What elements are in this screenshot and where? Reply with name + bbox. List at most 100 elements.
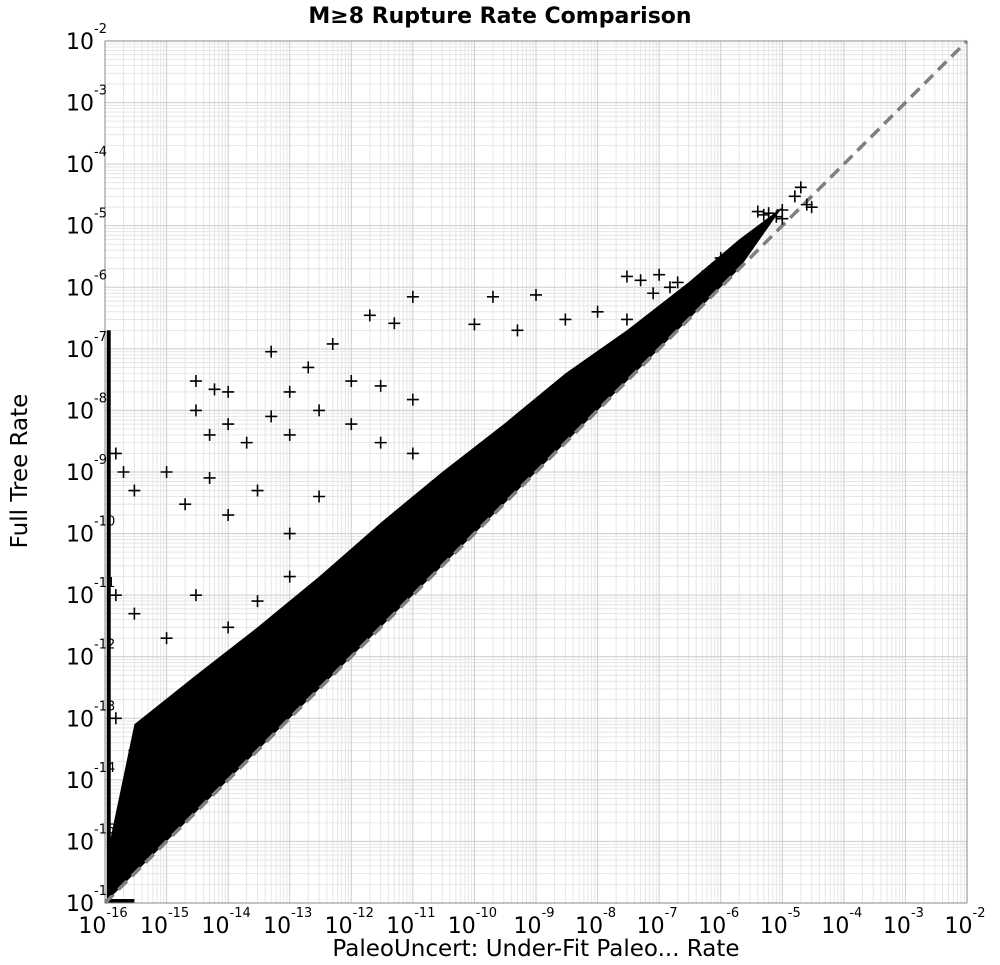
data-point-marker <box>770 210 783 223</box>
data-point-marker <box>714 251 727 264</box>
data-point-marker <box>620 356 633 369</box>
data-point-marker <box>406 290 419 303</box>
data-point-marker <box>160 712 173 725</box>
data-point-marker <box>313 650 326 663</box>
data-point-marker <box>128 484 141 497</box>
x-tick-label: 10-4 <box>821 906 862 939</box>
data-point-marker <box>240 436 253 449</box>
y-tick-label: 10-6 <box>66 268 107 301</box>
y-tick-label: 10-11 <box>66 576 115 609</box>
y-axis-label: Full Tree Rate <box>7 394 33 549</box>
data-point-marker <box>208 383 221 396</box>
data-point-marker <box>203 471 216 484</box>
data-point-marker <box>128 744 141 757</box>
data-point-marker <box>671 276 684 289</box>
data-point-marker <box>788 190 801 203</box>
data-point-marker <box>374 379 387 392</box>
dense-point-cloud <box>109 207 783 899</box>
data-point-marker <box>222 621 235 634</box>
y-tick-label: 10-16 <box>66 884 115 917</box>
data-point-marker <box>406 447 419 460</box>
data-point-marker <box>653 324 666 337</box>
data-point-marker <box>326 607 339 620</box>
data-point-marker <box>757 208 770 221</box>
y-tick-label: 10-10 <box>66 515 115 548</box>
data-point-marker <box>620 313 633 326</box>
data-point-marker <box>406 527 419 540</box>
data-point-marker <box>653 268 666 281</box>
x-tick-label: 10-6 <box>698 906 739 939</box>
data-point-marker <box>203 428 216 441</box>
data-point-marker <box>530 288 542 301</box>
data-point-marker <box>345 632 358 645</box>
data-point-marker <box>345 418 358 431</box>
data-point-marker <box>762 207 775 220</box>
data-point-marker <box>160 632 173 645</box>
y-tick-label: 10-5 <box>66 207 107 240</box>
reference-diagonal-line <box>103 39 969 905</box>
data-point-marker <box>222 509 235 522</box>
chart-title: M≥8 Rupture Rate Comparison <box>308 4 691 29</box>
data-point-marker <box>189 589 202 602</box>
data-point-marker <box>591 305 604 318</box>
x-tick-label: 10-14 <box>202 906 251 939</box>
data-point-marker <box>388 317 401 330</box>
data-point-marker <box>128 853 141 866</box>
x-tick-label: 10-3 <box>883 906 924 939</box>
data-point-marker <box>283 428 296 441</box>
data-point-marker <box>800 198 813 211</box>
data-point-marker <box>313 404 326 417</box>
data-point-marker <box>160 806 173 819</box>
data-point-marker <box>189 375 202 388</box>
data-point-marker <box>497 466 510 478</box>
plot-frame <box>104 40 968 904</box>
data-point-marker <box>511 324 524 337</box>
data-point-marker <box>363 589 376 602</box>
data-point-marker <box>345 559 358 572</box>
scatter-points <box>109 181 818 866</box>
data-point-marker <box>744 233 757 246</box>
y-tick-label: 10-4 <box>66 145 107 178</box>
x-tick-label: 10-9 <box>514 906 555 939</box>
y-tick-label: 10-15 <box>66 822 115 855</box>
data-point-marker <box>663 281 676 294</box>
data-point-marker <box>559 410 572 423</box>
data-point-marker <box>251 682 264 695</box>
data-point-marker <box>189 736 202 749</box>
data-point-marker <box>109 835 122 848</box>
x-tick-labels: 10-16 10-15 10-14 10-13 10-12 10-11 10-10 10-9 1… <box>78 906 985 939</box>
data-point-marker <box>117 466 130 478</box>
data-point-marker <box>591 385 604 398</box>
x-tick-label: 10-15 <box>140 906 189 939</box>
x-axis-label: PaleoUncert: Under-Fit Paleo... Rate <box>332 936 739 962</box>
data-point-marker <box>189 404 202 417</box>
x-tick-label: 10-7 <box>637 906 678 939</box>
data-point-marker <box>283 570 296 583</box>
x-tick-label: 10-10 <box>448 906 497 939</box>
dense-scatter-region <box>105 207 783 903</box>
x-tick-label: 10-11 <box>386 906 435 939</box>
data-point-marker <box>620 270 633 283</box>
y-tick-label: 10-9 <box>66 453 107 486</box>
y-tick-labels: 10-16 10-15 10-14 10-13 10-12 10-11 10-10 10-9 1… <box>66 22 115 917</box>
y-tick-label: 10-7 <box>66 330 107 363</box>
data-point-marker <box>302 361 315 374</box>
y-tick-label: 10-8 <box>66 391 107 424</box>
data-point-marker <box>682 294 695 307</box>
data-point-marker <box>265 345 278 358</box>
data-point-marker <box>436 509 449 522</box>
data-point-marker <box>160 466 173 478</box>
data-point-marker <box>222 385 235 398</box>
data-point-marker <box>109 589 122 602</box>
data-point-marker <box>805 201 818 214</box>
data-point-marker <box>222 744 235 757</box>
data-point-marker <box>265 410 278 423</box>
data-point-marker <box>326 337 339 350</box>
data-point-marker <box>283 669 296 682</box>
y-tick-label: 10-14 <box>66 761 115 794</box>
data-point-marker <box>374 602 387 615</box>
data-point-marker <box>251 484 264 497</box>
data-point-marker <box>283 385 296 398</box>
data-point-marker <box>794 181 807 194</box>
